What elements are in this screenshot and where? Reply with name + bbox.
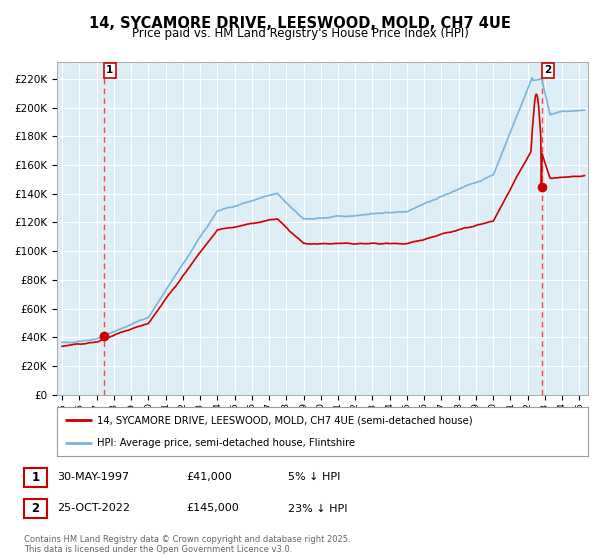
Text: 5% ↓ HPI: 5% ↓ HPI	[288, 472, 340, 482]
Text: 2: 2	[544, 65, 551, 75]
Text: Price paid vs. HM Land Registry's House Price Index (HPI): Price paid vs. HM Land Registry's House …	[131, 27, 469, 40]
Text: 25-OCT-2022: 25-OCT-2022	[57, 503, 130, 514]
Text: HPI: Average price, semi-detached house, Flintshire: HPI: Average price, semi-detached house,…	[97, 438, 355, 448]
Text: 1: 1	[106, 65, 113, 75]
Text: 14, SYCAMORE DRIVE, LEESWOOD, MOLD, CH7 4UE: 14, SYCAMORE DRIVE, LEESWOOD, MOLD, CH7 …	[89, 16, 511, 31]
Text: 14, SYCAMORE DRIVE, LEESWOOD, MOLD, CH7 4UE (semi-detached house): 14, SYCAMORE DRIVE, LEESWOOD, MOLD, CH7 …	[97, 416, 472, 426]
Text: 23% ↓ HPI: 23% ↓ HPI	[288, 503, 347, 514]
Text: 2: 2	[31, 502, 40, 515]
Text: 30-MAY-1997: 30-MAY-1997	[57, 472, 129, 482]
Text: 1: 1	[31, 470, 40, 484]
Text: Contains HM Land Registry data © Crown copyright and database right 2025.
This d: Contains HM Land Registry data © Crown c…	[24, 535, 350, 554]
Text: £41,000: £41,000	[186, 472, 232, 482]
Text: £145,000: £145,000	[186, 503, 239, 514]
